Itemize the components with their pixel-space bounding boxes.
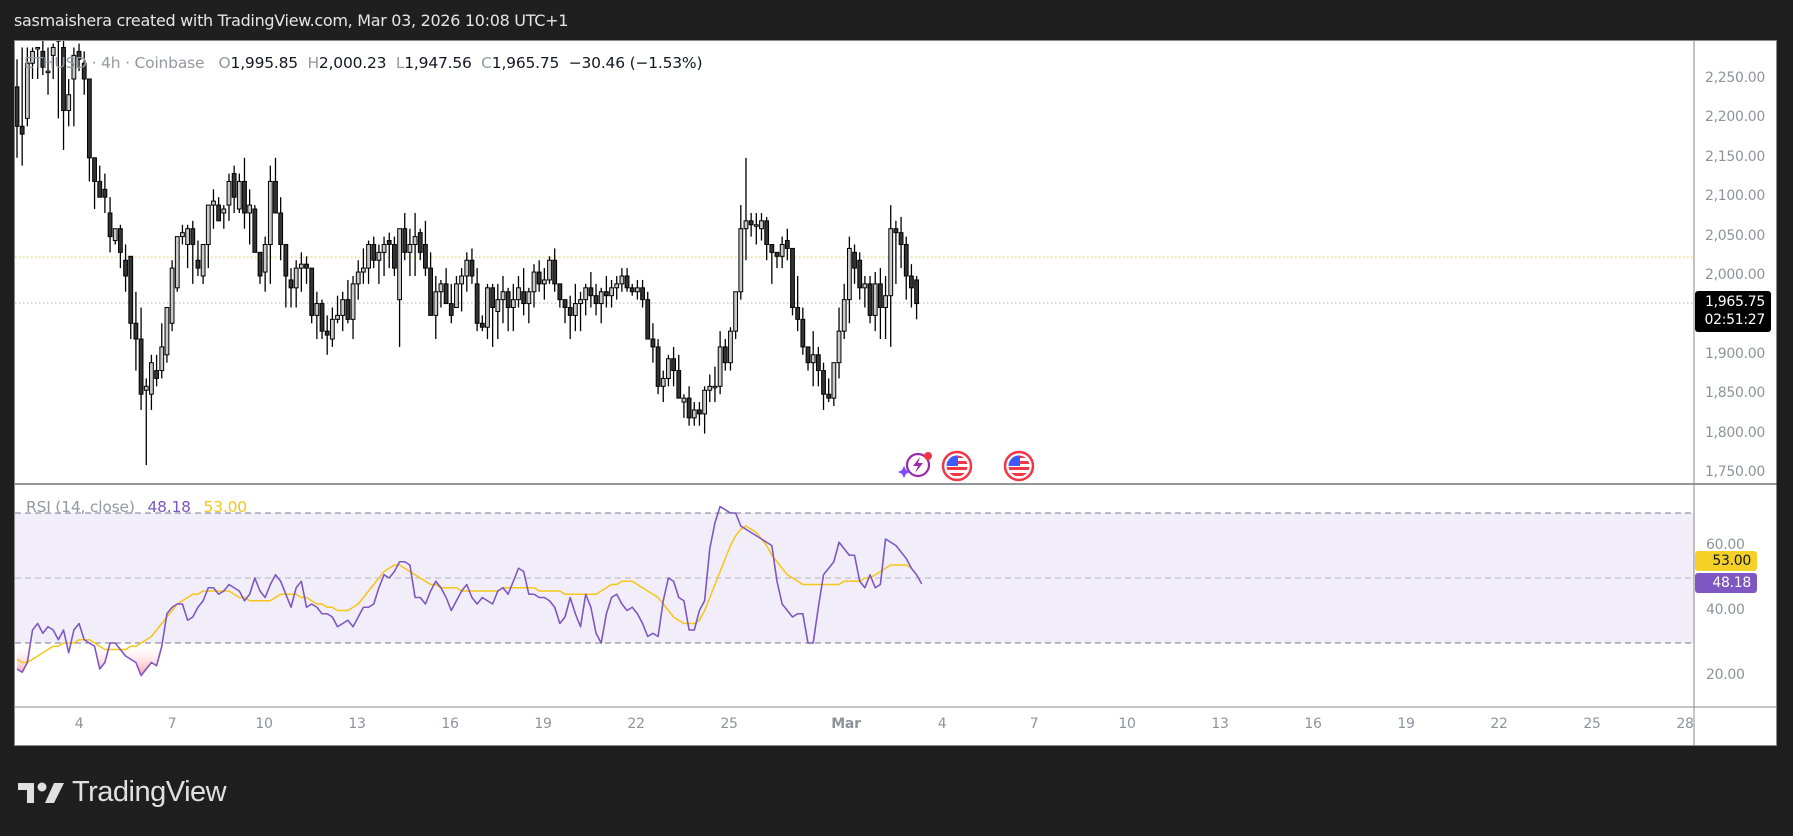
close-value: 1,965.75: [491, 54, 560, 72]
open-value: 1,995.85: [230, 54, 299, 72]
close-label: C: [481, 54, 492, 72]
last-price: 1,965.75: [1705, 294, 1765, 310]
rsi-axis-label: 20.00: [1706, 666, 1745, 683]
time-axis-label: 22: [1490, 716, 1508, 732]
us-flag-icon[interactable]: [941, 450, 973, 482]
price-pane[interactable]: [15, 40, 919, 466]
price-axis-label: 1,850.00: [1705, 385, 1765, 402]
price-axis-label: 1,800.00: [1705, 424, 1765, 441]
time-axis-label: 16: [441, 716, 459, 732]
low-value: 1,947.56: [404, 54, 472, 72]
high-label: H: [307, 54, 319, 72]
price-axis-label: 1,750.00: [1705, 464, 1765, 480]
rsi-value: 48.18: [147, 498, 191, 516]
price-axis-label: 2,200.00: [1705, 109, 1765, 126]
time-axis-label: 4: [937, 716, 947, 732]
time-axis-label: 25: [720, 716, 738, 732]
last-price-tag: 1,965.75 02:51:27: [1695, 291, 1771, 332]
open-label: O: [218, 54, 231, 72]
time-axis-label: 19: [1397, 716, 1415, 732]
rsi-axis-label: 60.00: [1706, 536, 1745, 553]
time-axis-label: 10: [1118, 716, 1136, 732]
time-axis-label: 7: [1029, 716, 1039, 732]
interval[interactable]: 4h: [101, 54, 121, 72]
attribution-text: sasmaishera created with TradingView.com…: [14, 11, 569, 30]
change-value: −30.46 (−1.53%): [568, 54, 703, 72]
price-axis-label: 2,050.00: [1705, 227, 1765, 244]
legend-separator: ·: [91, 54, 102, 72]
price-axis-label: 2,250.00: [1705, 70, 1765, 86]
exchange: Coinbase: [134, 54, 205, 72]
price-axis-label: 2,000.00: [1705, 267, 1765, 283]
earnings-spark-icon[interactable]: [898, 450, 932, 480]
time-axis-label: 28: [1676, 716, 1694, 732]
rsi-ma-tag: 53.00: [1695, 551, 1757, 571]
price-axis-label: 2,100.00: [1705, 188, 1765, 205]
rsi-legend: RSI (14, close) 48.18 53.00: [26, 498, 247, 516]
rsi-value-tag: 48.18: [1695, 573, 1757, 593]
time-axis-label: 7: [167, 716, 177, 732]
time-axis-label: 25: [1583, 716, 1601, 732]
time-axis-label: 22: [627, 716, 645, 732]
rsi-ma-value: 53.00: [203, 498, 248, 516]
us-flag-icon[interactable]: [1003, 450, 1035, 482]
rsi-title[interactable]: RSI (14, close): [26, 498, 135, 516]
time-axis-label: 13: [348, 716, 366, 732]
symbol-name[interactable]: ETHUSD: [24, 54, 87, 72]
rsi-axis-label: 40.00: [1706, 601, 1745, 618]
price-axis-label: 1,900.00: [1705, 345, 1765, 362]
attribution-bar: sasmaishera created with TradingView.com…: [0, 0, 1793, 40]
tradingview-logo[interactable]: TradingView: [18, 776, 227, 809]
time-axis-label: 16: [1304, 716, 1322, 732]
time-axis-label: 13: [1211, 716, 1229, 732]
symbol-legend: ETHUSD · 4h · Coinbase O1,995.85 H2,000.…: [24, 54, 703, 72]
price-axis-label: 2,150.00: [1705, 148, 1765, 165]
low-label: L: [395, 54, 405, 72]
logo-text: TradingView: [72, 776, 227, 808]
high-value: 2,000.23: [318, 54, 387, 72]
tradingview-logo-icon: [18, 782, 64, 803]
bar-countdown: 02:51:27: [1704, 312, 1766, 328]
time-axis-label: 4: [74, 716, 84, 732]
rsi-pane[interactable]: [15, 505, 1694, 677]
legend-separator: ·: [125, 54, 135, 72]
time-axis-label: Mar: [831, 716, 861, 732]
chart-dividers: [15, 41, 1777, 745]
time-axis-label: 19: [534, 716, 552, 732]
chart-frame: [14, 40, 1777, 746]
time-axis-label: 10: [255, 716, 273, 732]
